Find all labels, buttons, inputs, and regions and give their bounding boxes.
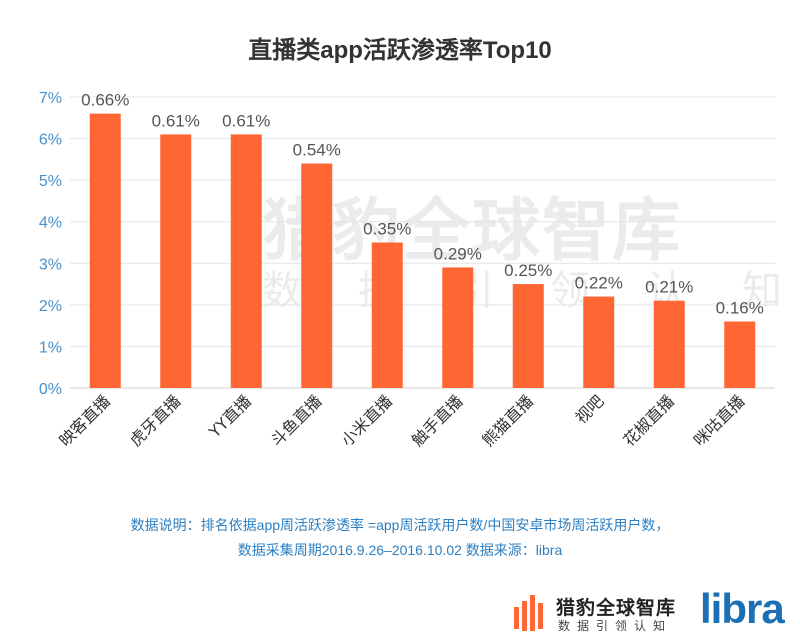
x-tick-label: 斗鱼直播 xyxy=(267,391,326,450)
x-tick-label: 熊猫直播 xyxy=(478,391,537,450)
data-label: 0.54% xyxy=(293,141,341,160)
bar xyxy=(512,284,544,388)
y-tick-label: 0% xyxy=(39,381,62,398)
bar xyxy=(371,242,403,388)
bar xyxy=(442,267,474,388)
x-tick-label: 触手直播 xyxy=(408,391,467,450)
bar xyxy=(724,321,756,388)
chart-title: 直播类app活跃渗透率Top10 xyxy=(248,37,552,64)
y-tick-label: 2% xyxy=(39,298,62,315)
data-label: 0.35% xyxy=(363,220,411,239)
bar xyxy=(89,113,121,388)
x-tick-label: 小米直播 xyxy=(337,391,396,450)
x-tick-label: 咪咕直播 xyxy=(690,391,749,450)
data-label: 0.61% xyxy=(222,111,270,130)
data-label: 0.16% xyxy=(716,298,764,317)
brand-tagline: 数据引领认知 xyxy=(558,619,673,633)
bar-chart: 0% 1% 2% 3% 4% 5% 6% 7% 0.66% 映客直播 0.61% 虎牙直播 0.61% Y… xyxy=(39,90,775,450)
brand-logo: 猎豹全球智库 数据引领认知 xyxy=(512,593,692,637)
y-tick-label: 7% xyxy=(39,90,62,107)
data-label: 0.25% xyxy=(504,261,552,280)
bar xyxy=(653,300,685,388)
y-tick-label: 1% xyxy=(39,339,62,356)
y-tick-label: 4% xyxy=(39,215,62,232)
bar xyxy=(230,134,262,388)
y-tick-label: 3% xyxy=(39,256,62,273)
data-label: 0.29% xyxy=(434,244,482,263)
data-note-line-2: 数据采集周期2016.9.26–2016.10.02 数据来源：libra xyxy=(237,542,563,558)
data-label: 0.22% xyxy=(575,274,623,293)
x-tick-label: 映客直播 xyxy=(55,391,114,450)
y-tick-label: 5% xyxy=(39,173,62,190)
data-label: 0.61% xyxy=(152,111,200,130)
libra-logo: libra xyxy=(700,585,785,632)
x-tick-label: 花椒直播 xyxy=(619,391,678,450)
x-tick-label: 虎牙直播 xyxy=(126,391,185,450)
cheetah-bars-icon xyxy=(514,595,543,631)
data-note-line-1: 数据说明：排名依据app周活跃渗透率 =app周活跃用户数/中国安卓市场周活跃用… xyxy=(130,517,670,533)
data-label: 0.21% xyxy=(645,278,693,297)
bar xyxy=(301,163,333,388)
x-tick-label: YY直播 xyxy=(204,391,255,442)
y-tick-label: 6% xyxy=(39,132,62,149)
bar xyxy=(583,296,615,388)
bar xyxy=(160,134,192,388)
x-tick-label: 视吧 xyxy=(572,391,608,427)
data-label: 0.66% xyxy=(81,91,129,110)
brand-name: 猎豹全球智库 xyxy=(556,598,677,619)
